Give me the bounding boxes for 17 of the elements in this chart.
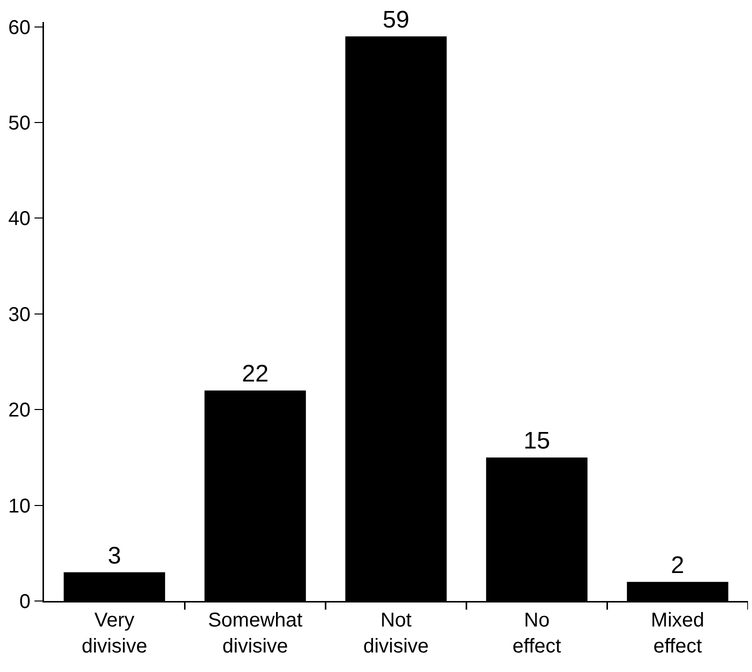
data-label: 59 bbox=[382, 6, 410, 34]
y-tick-label: 0 bbox=[19, 591, 30, 613]
data-label: 15 bbox=[523, 427, 550, 454]
x-tick-label: No effect bbox=[512, 610, 562, 658]
y-tick-label: 30 bbox=[8, 304, 30, 326]
y-tick-label: 40 bbox=[8, 208, 30, 230]
x-tick-label: Not divisive bbox=[363, 610, 429, 658]
data-label: 2 bbox=[670, 552, 684, 579]
data-label: 22 bbox=[242, 360, 269, 388]
x-tick-label: Somewhat divisive bbox=[208, 610, 303, 658]
y-tick-label: 60 bbox=[8, 16, 30, 39]
x-tick-label: Mixed effect bbox=[650, 610, 704, 658]
data-label: 3 bbox=[108, 542, 122, 570]
x-tick-label: Very divisive bbox=[82, 610, 148, 658]
y-tick-label: 10 bbox=[8, 495, 30, 518]
y-tick-label: 50 bbox=[8, 112, 30, 134]
y-tick-label: 20 bbox=[8, 400, 30, 422]
